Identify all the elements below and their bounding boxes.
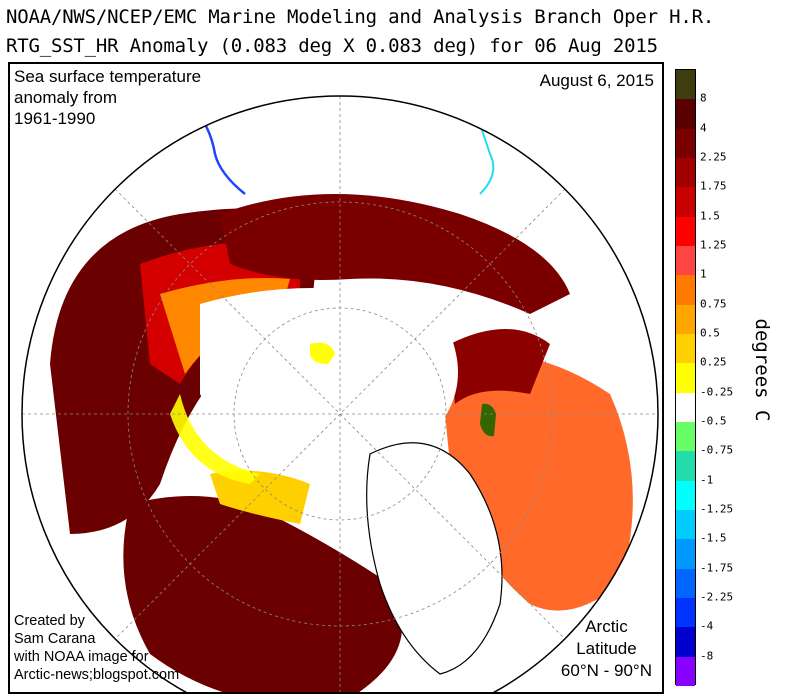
map-description: Sea surface temperature anomaly from 196… <box>14 66 234 129</box>
graticule <box>22 96 658 692</box>
arctic-map-panel: Sea surface temperature anomaly from 196… <box>8 62 664 694</box>
colorbar-segment <box>676 70 695 100</box>
credit-line-1: Created by <box>14 613 85 629</box>
colorbar-segment <box>676 363 695 394</box>
region-line-2: Latitude <box>576 639 637 658</box>
region-line-3: 60°N - 90°N <box>560 661 652 680</box>
colorbar-tick-label: 1.75 <box>700 179 727 193</box>
anomaly-dark-east <box>450 329 550 404</box>
colorbar <box>675 69 696 687</box>
colorbar-segment <box>676 451 695 482</box>
anomaly-warm-south <box>123 496 403 692</box>
anomaly-yellow-south <box>210 470 310 524</box>
polar-disc <box>22 96 658 692</box>
colorbar-segment <box>676 568 695 599</box>
colorbar-segment <box>676 656 695 687</box>
colorbar-tick-label: -1.75 <box>700 561 734 575</box>
colorbar-segment <box>676 158 695 188</box>
anomaly-yellow-blob <box>310 342 335 364</box>
colorbar-segment <box>676 334 695 364</box>
anomaly-warm-north <box>220 194 570 314</box>
chart-title-line-1: NOAA/NWS/NCEP/EMC Marine Modeling and An… <box>6 6 715 28</box>
colorbar-tick-label: 4 <box>700 121 707 135</box>
description-line-3: 1961-1990 <box>14 109 96 128</box>
colorbar-tick-label: 0.5 <box>700 326 720 340</box>
colorbar-segment <box>676 627 695 658</box>
description-line-1: Sea surface temperature <box>14 67 202 86</box>
colorbar-segment <box>676 275 695 306</box>
colorbar-tick-label: 8 <box>700 91 707 105</box>
chart-title-line-2: RTG_SST_HR Anomaly (0.083 deg X 0.083 de… <box>6 35 658 57</box>
credit-line-2: Sam Carana <box>14 631 96 647</box>
colorbar-segment <box>676 422 695 452</box>
colorbar-tick-label: 1 <box>700 267 707 281</box>
credit-note: Created by Sam Carana with NOAA image fo… <box>14 612 179 684</box>
anomaly-yellow-edge <box>170 394 260 484</box>
colorbar-segment <box>676 480 695 511</box>
sea-ice-white <box>200 288 458 464</box>
colorbar-segment <box>676 392 695 423</box>
colorbar-segment <box>676 128 695 159</box>
credit-line-3: with NOAA image for <box>14 649 149 665</box>
colorbar-segment <box>676 304 695 335</box>
sst-anomaly-map <box>21 95 659 692</box>
credit-line-4: Arctic-news;blogspot.com <box>14 667 180 683</box>
colorbar-tick-label: -8 <box>700 649 714 663</box>
colorbar-segment <box>676 99 695 130</box>
map-date: August 6, 2015 <box>539 71 654 90</box>
colorbar-segment <box>676 216 695 247</box>
colorbar-tick-label: -0.5 <box>700 414 727 428</box>
colorbar-tick-label: 0.25 <box>700 355 727 369</box>
colorbar-tick-label: -0.75 <box>700 443 734 457</box>
colorbar-tick-label: -1.5 <box>700 531 727 545</box>
colorbar-tick-label: 1.5 <box>700 209 720 223</box>
colorbar-tick-label: -1 <box>700 473 714 487</box>
disc-outline <box>21 95 659 692</box>
region-line-1: Arctic <box>585 617 628 636</box>
colorbar-units: degrees C <box>751 318 773 422</box>
greenland-land <box>366 442 503 675</box>
colorbar-segment <box>676 598 695 628</box>
colorbar-segment <box>676 246 695 276</box>
colorbar-tick-label: 1.25 <box>700 238 727 252</box>
colorbar-tick-label: 2.25 <box>700 150 727 164</box>
region-label: Arctic Latitude 60°N - 90°N <box>561 616 652 682</box>
description-line-2: anomaly from <box>14 88 117 107</box>
colorbar-tick-label: -0.25 <box>700 385 734 399</box>
colorbar-tick-label: -4 <box>700 619 714 633</box>
colorbar-tick-label: -1.25 <box>700 502 734 516</box>
colorbar-segment <box>676 510 695 540</box>
colorbar-segment <box>676 539 695 570</box>
colorbar-tick-label: -2.25 <box>700 590 734 604</box>
anomaly-green-patch <box>480 403 496 437</box>
colorbar-segment <box>676 187 695 218</box>
colorbar-tick-label: 0.75 <box>700 297 727 311</box>
